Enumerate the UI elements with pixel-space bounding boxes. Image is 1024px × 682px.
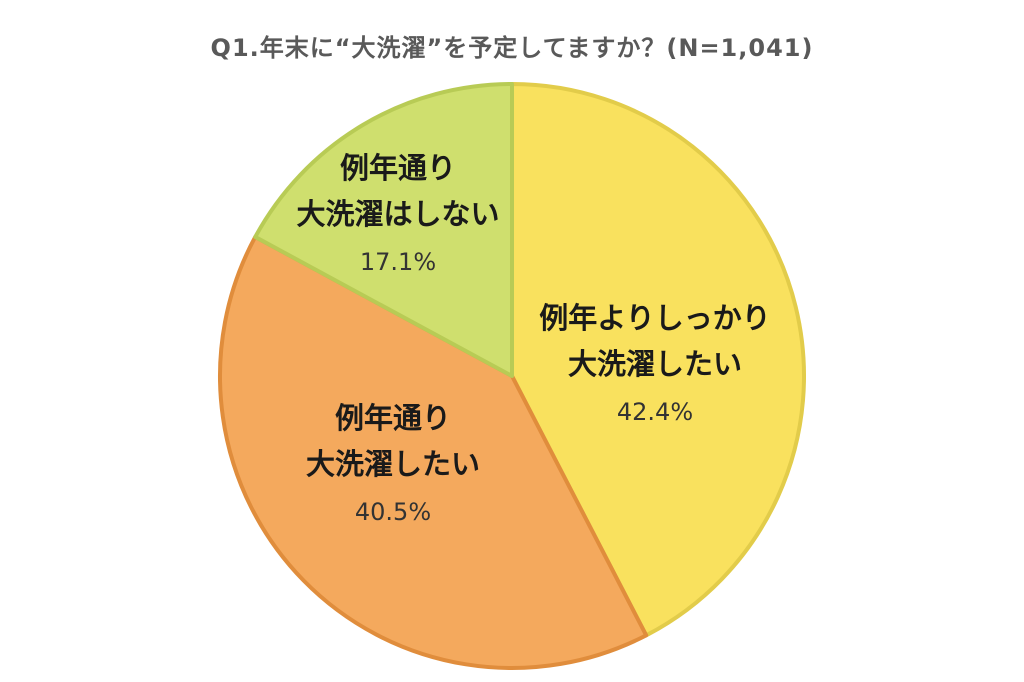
pie-slice-1 xyxy=(218,234,649,670)
pie-slice-2 xyxy=(253,82,514,378)
slices-layer xyxy=(218,82,806,670)
slice-label-0-line-1: 大洗濯したい xyxy=(568,347,742,381)
chart-title: Q1.年末に“大洗濯”を予定してますか？(N=1,041) xyxy=(210,34,814,62)
slice-value-label-0: 42.4% xyxy=(617,398,693,426)
slice-label-1-line-0: 例年通り xyxy=(335,401,451,435)
slice-label-2-line-1: 大洗濯はしない xyxy=(296,197,499,231)
slice-value-label-1: 40.5% xyxy=(355,498,431,526)
pie-slice-0 xyxy=(510,82,806,638)
slice-value-label-2: 17.1% xyxy=(360,248,436,276)
slice-label-1-line-1: 大洗濯したい xyxy=(306,447,480,481)
slice-label-2-line-0: 例年通り xyxy=(340,151,456,185)
slice-label-0-line-0: 例年よりしっかり xyxy=(539,301,770,335)
labels-layer: 例年よりしっかり大洗濯したい42.4%例年通り大洗濯したい40.5%例年通り大洗… xyxy=(296,151,770,526)
